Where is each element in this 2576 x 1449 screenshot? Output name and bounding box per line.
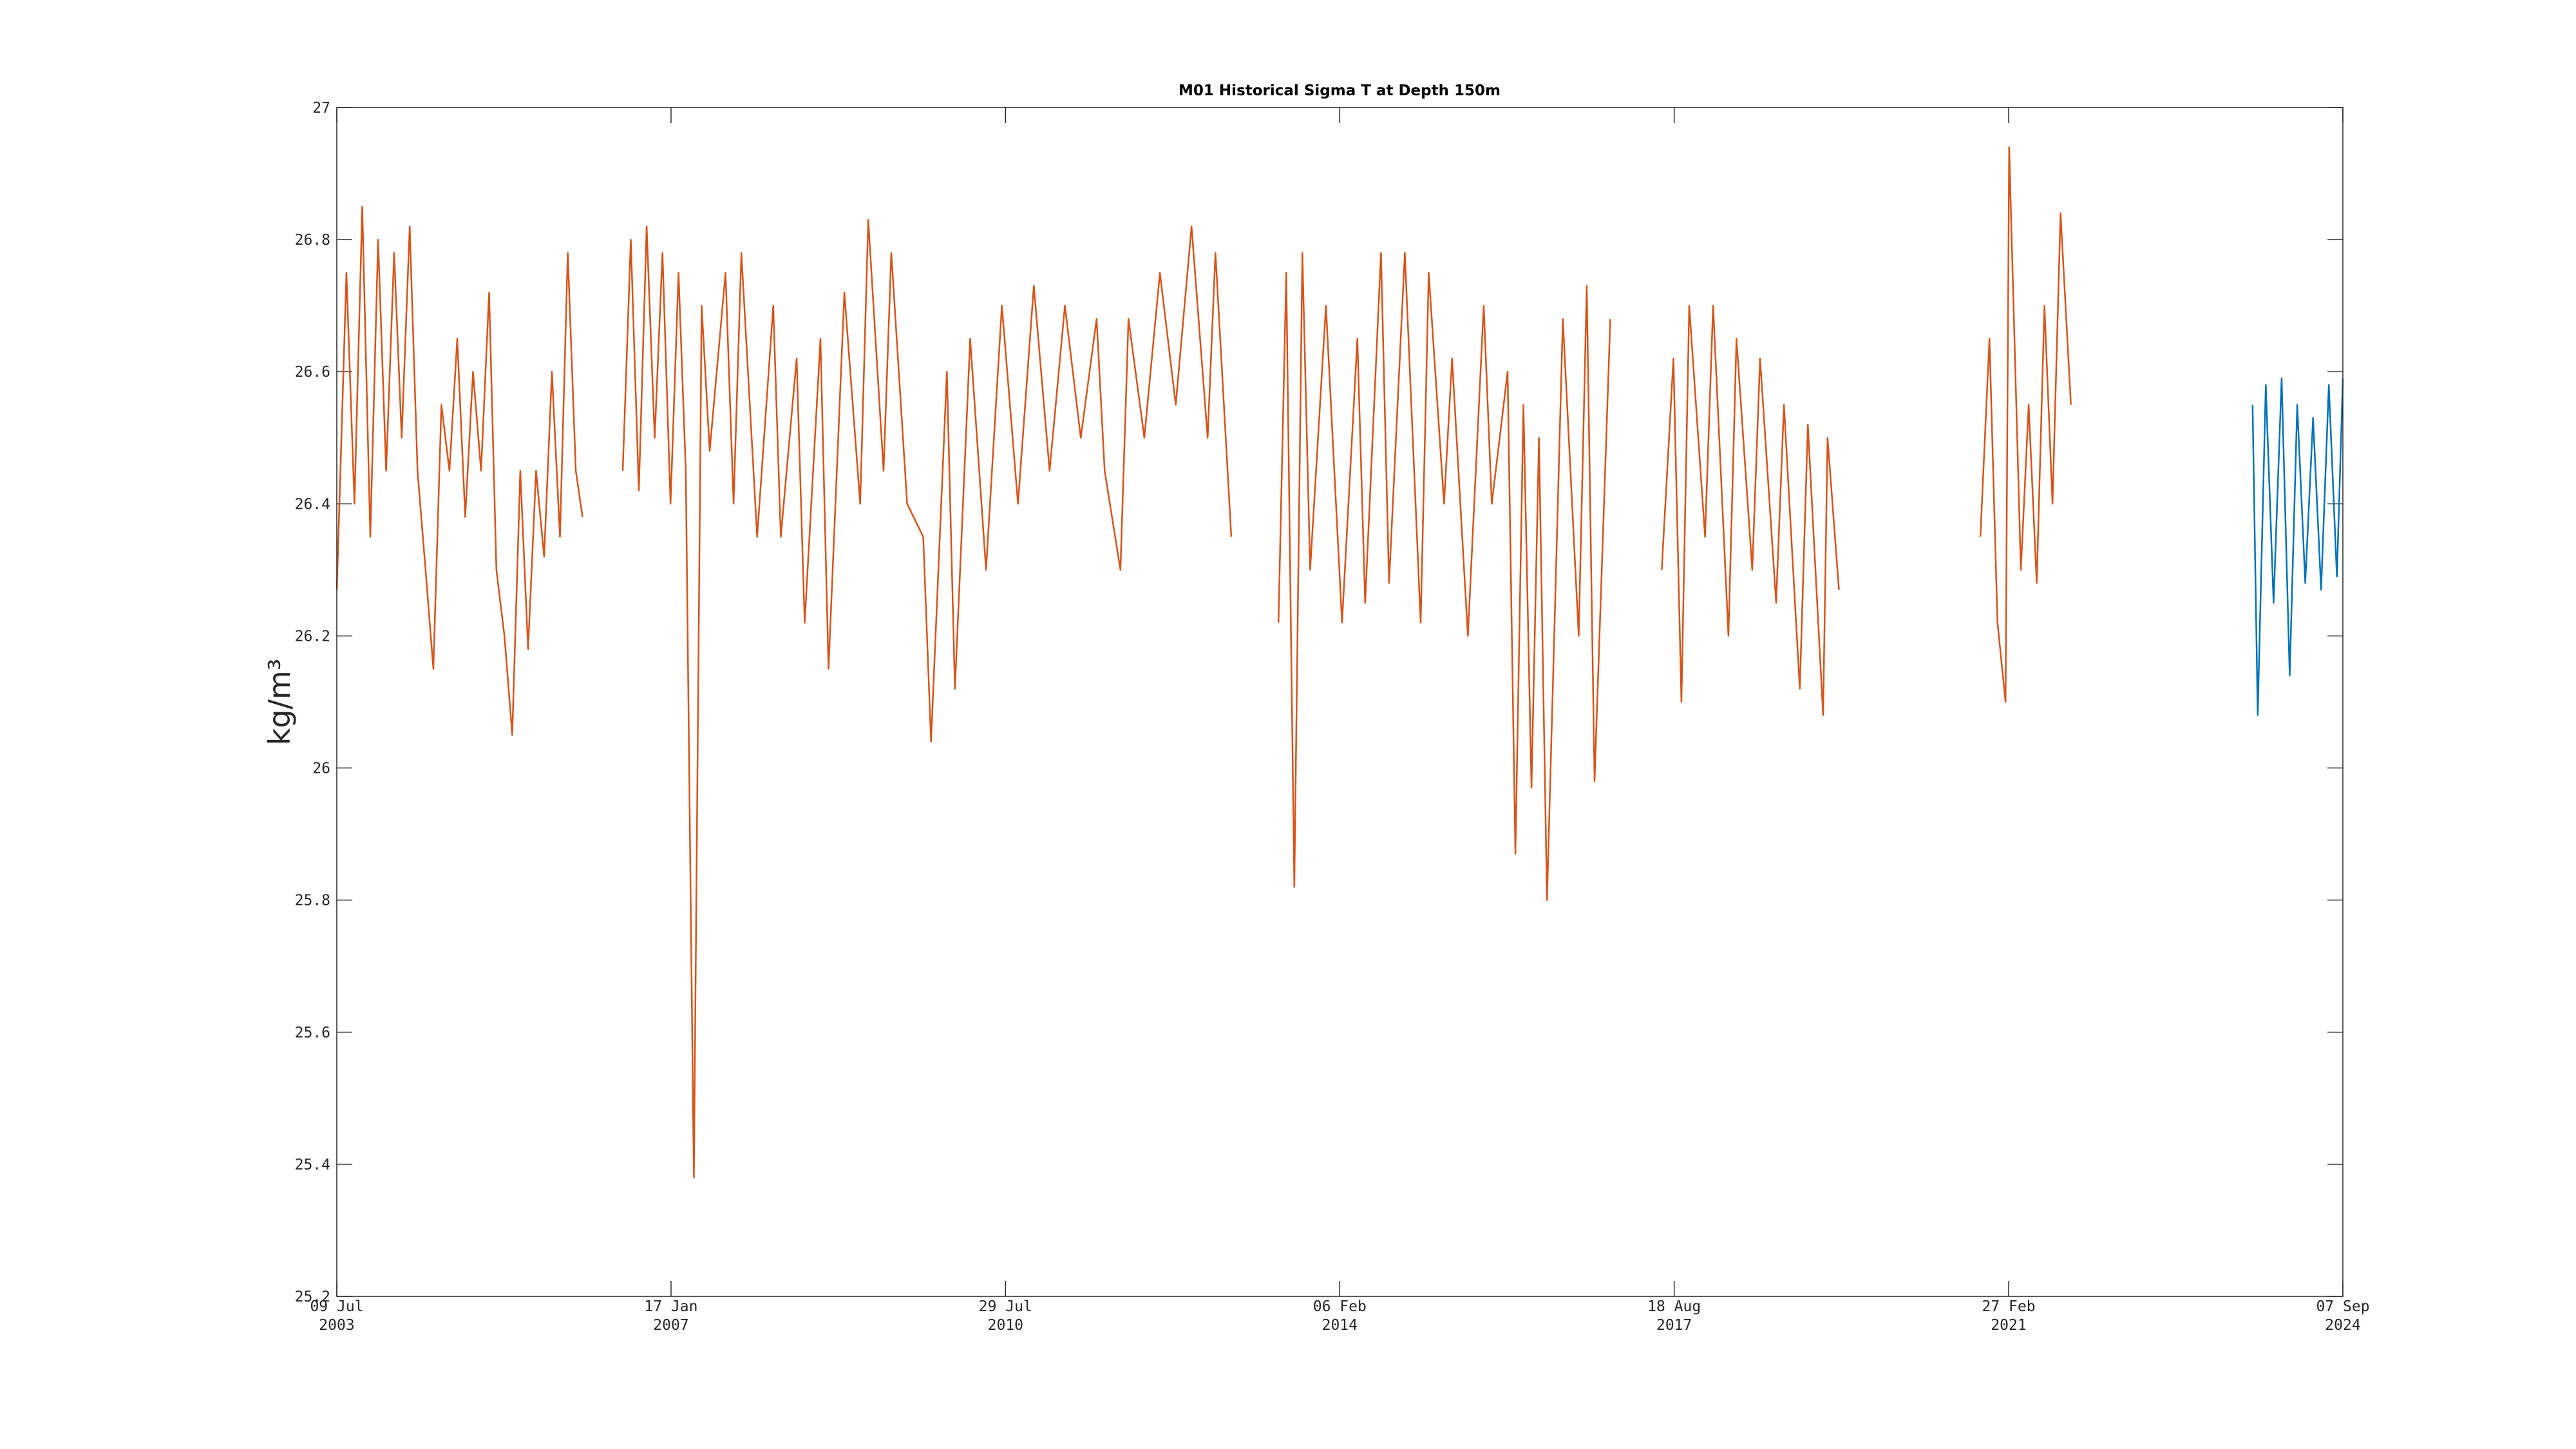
x-tick-label: 2010 (988, 1317, 1023, 1334)
y-tick-label: 26.4 (295, 496, 330, 513)
x-tick-label: 2017 (1656, 1317, 1692, 1334)
x-tick-label: 2007 (653, 1317, 688, 1334)
y-tick-label: 25.2 (295, 1289, 330, 1305)
x-tick-label: 06 Feb (1313, 1298, 1367, 1315)
x-tick-label: 07 Sep (2316, 1298, 2369, 1315)
y-tick-label: 26.6 (295, 364, 330, 381)
y-tick-label: 27 (312, 100, 330, 117)
y-tick-label: 25.8 (295, 893, 330, 909)
x-tick-label: 2003 (319, 1317, 354, 1334)
y-axis-label: kg/m³ (262, 659, 297, 746)
x-tick-label: 29 Jul (979, 1298, 1032, 1315)
plot-frame (336, 107, 2344, 1297)
x-tick-label: 27 Feb (1982, 1298, 2035, 1315)
x-tick-label: 2021 (1991, 1317, 2026, 1334)
x-tick-label: 17 Jan (644, 1298, 697, 1315)
x-tick-label: 18 Aug (1647, 1298, 1701, 1315)
x-tick-label: 09 Jul (310, 1298, 363, 1315)
chart-title: M01 Historical Sigma T at Depth 150m (1179, 82, 1501, 99)
y-tick-label: 25.4 (295, 1157, 330, 1173)
data-line (2251, 377, 2344, 716)
y-tick-label: 26.8 (295, 232, 330, 249)
y-tick-label: 26.2 (295, 628, 330, 645)
x-tick-label: 2024 (2325, 1317, 2360, 1334)
x-tick-label: 2014 (1322, 1317, 1358, 1334)
data-line (336, 146, 2072, 1179)
y-tick-label: 25.6 (295, 1025, 330, 1041)
y-tick-label: 26 (312, 761, 330, 777)
